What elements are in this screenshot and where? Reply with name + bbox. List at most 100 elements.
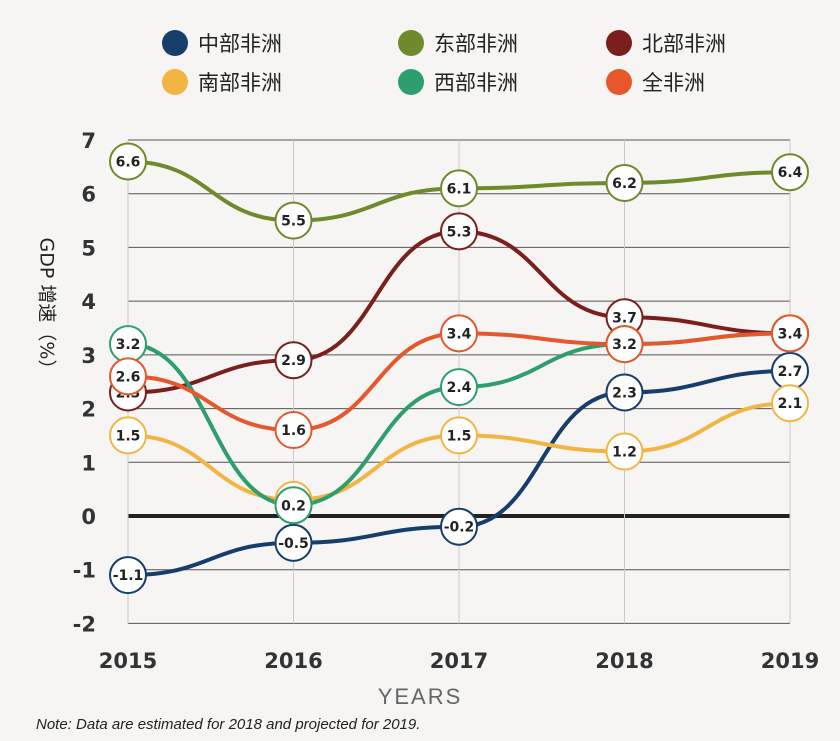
- data-point: 0.2: [274, 486, 313, 525]
- x-tick-label: 2016: [264, 649, 322, 673]
- data-point: 6.2: [605, 163, 644, 202]
- data-marker: [109, 357, 147, 396]
- legend-label: 全非洲: [642, 71, 705, 95]
- data-point: 2.1: [771, 384, 809, 423]
- data-point: 6.4: [771, 153, 809, 192]
- data-point: 3.4: [771, 314, 809, 353]
- y-tick-label: 3: [81, 344, 96, 368]
- data-label: 6.1: [447, 181, 472, 197]
- data-marker: [605, 432, 644, 471]
- data-label: 1.2: [612, 445, 637, 461]
- data-marker: [771, 314, 809, 353]
- legend-item: 南部非洲: [162, 67, 282, 97]
- legend-swatch: [162, 30, 188, 56]
- legend-swatch: [606, 69, 632, 95]
- data-marker: [440, 368, 478, 407]
- data-label: 6.2: [612, 176, 637, 192]
- legend-swatch: [398, 69, 424, 95]
- data-label: 2.3: [612, 385, 637, 401]
- legend-item: 西部非洲: [398, 67, 518, 97]
- data-point: 6.6: [109, 142, 147, 181]
- y-tick-label: 2: [81, 398, 96, 422]
- data-label: 3.4: [447, 326, 472, 342]
- data-point: 3.2: [605, 325, 644, 364]
- legend-label: 东部非洲: [434, 32, 518, 56]
- data-label: 3.4: [778, 326, 803, 342]
- data-label: 2.7: [778, 364, 803, 380]
- data-marker: [440, 507, 478, 546]
- data-marker: [771, 384, 809, 423]
- data-point: -1.1: [109, 556, 147, 595]
- y-tick-label: 7: [81, 129, 96, 153]
- data-marker: [771, 153, 809, 192]
- data-label: 3.2: [116, 337, 141, 353]
- data-label: 2.4: [447, 380, 472, 396]
- data-label: -0.5: [278, 536, 309, 552]
- y-axis-title: GDP 增速（%）: [35, 237, 58, 379]
- data-point: 1.5: [440, 416, 478, 455]
- data-label: -1.1: [113, 568, 144, 584]
- data-point: 1.5: [109, 416, 147, 455]
- data-marker: [605, 373, 644, 412]
- data-label: 5.3: [447, 224, 472, 240]
- legend-item: 东部非洲: [398, 28, 518, 58]
- data-marker: [274, 201, 313, 240]
- data-point: 5.5: [274, 201, 313, 240]
- data-label: 2.9: [281, 353, 306, 369]
- data-label: 1.5: [447, 428, 472, 444]
- data-point: -0.5: [274, 523, 313, 562]
- x-axis-title: YEARS: [377, 684, 463, 709]
- x-tick-label: 2018: [595, 649, 653, 673]
- legend-label: 中部非洲: [198, 32, 282, 56]
- data-marker: [109, 416, 147, 455]
- data-marker: [274, 411, 313, 450]
- data-marker: [274, 486, 313, 525]
- data-point: 5.3: [440, 212, 478, 251]
- data-label: 1.6: [281, 423, 306, 439]
- data-point: 2.3: [605, 373, 644, 412]
- x-tick-label: 2017: [430, 649, 488, 673]
- data-point: 2.9: [274, 341, 313, 380]
- data-label: 2.1: [778, 396, 803, 412]
- data-marker: [109, 142, 147, 181]
- data-label: 3.7: [612, 310, 637, 326]
- data-point: 2.7: [771, 351, 809, 390]
- y-tick-label: 1: [81, 451, 96, 475]
- legend-label: 北部非洲: [642, 32, 726, 56]
- y-tick-label: 4: [81, 290, 96, 314]
- data-point: 6.1: [440, 169, 478, 208]
- y-tick-label: 6: [81, 183, 96, 207]
- x-tick-label: 2019: [761, 649, 819, 673]
- footnote: Note: Data are estimated for 2018 and pr…: [36, 716, 421, 733]
- data-point: 2.4: [440, 368, 478, 407]
- data-marker: [440, 212, 478, 251]
- data-point: -0.2: [440, 507, 478, 546]
- legend-item: 北部非洲: [606, 28, 726, 58]
- x-tick-label: 2015: [99, 649, 157, 673]
- data-marker: [440, 416, 478, 455]
- data-point: 1.2: [605, 432, 644, 471]
- data-marker: [274, 341, 313, 380]
- data-label: 5.5: [281, 214, 306, 230]
- legend-label: 西部非洲: [434, 71, 518, 95]
- y-tick-label: -1: [73, 559, 96, 583]
- legend-item: 全非洲: [606, 67, 705, 97]
- legend-swatch: [162, 69, 188, 95]
- legend-swatch: [606, 30, 632, 56]
- legend-item: 中部非洲: [162, 28, 282, 58]
- data-label: 6.6: [116, 154, 141, 170]
- data-label: 2.6: [116, 369, 141, 385]
- y-tick-label: -2: [73, 612, 96, 636]
- data-marker: [109, 556, 147, 595]
- legend: 中部非洲 东部非洲 北部非洲南部非洲 西部非洲 全非洲: [0, 0, 840, 110]
- data-point: 2.6: [109, 357, 147, 396]
- data-label: 3.2: [612, 337, 637, 353]
- data-point: 3.2: [109, 325, 147, 364]
- legend-swatch: [398, 30, 424, 56]
- y-tick-label: 5: [81, 236, 96, 260]
- data-marker: [605, 325, 644, 364]
- data-point: 1.6: [274, 411, 313, 450]
- data-marker: [274, 523, 313, 562]
